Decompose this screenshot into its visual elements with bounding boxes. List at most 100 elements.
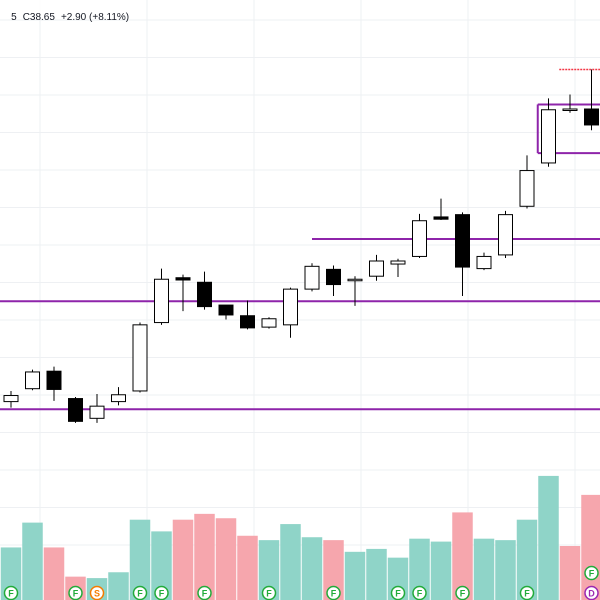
candle[interactable] <box>390 258 406 277</box>
candle[interactable] <box>240 300 255 330</box>
candle[interactable] <box>89 394 105 423</box>
volume-bar <box>323 540 344 600</box>
event-marker-label: F <box>331 589 337 599</box>
candle[interactable] <box>283 287 298 338</box>
candle[interactable] <box>476 252 492 271</box>
candle[interactable] <box>369 254 384 281</box>
volume-bar <box>452 512 473 600</box>
candle-body <box>412 220 427 257</box>
volume-bar <box>129 519 151 600</box>
candle-body <box>369 260 384 277</box>
event-marker-label: F <box>8 589 14 599</box>
candle-body <box>347 278 363 282</box>
volume-bar <box>151 531 172 600</box>
ohlc-readout: 5 C38.65 +2.90 (+8.11%) <box>0 0 136 23</box>
event-marker-label: F <box>395 589 401 599</box>
candle[interactable] <box>111 387 126 406</box>
event-marker[interactable]: F <box>326 585 341 600</box>
event-marker[interactable]: F <box>584 565 599 581</box>
candle-body <box>25 371 40 390</box>
candle[interactable] <box>584 69 599 131</box>
event-marker[interactable]: F <box>390 585 406 600</box>
volume-bar <box>473 538 495 600</box>
candle[interactable] <box>261 317 277 329</box>
volume-bar <box>516 519 538 600</box>
event-marker-label: F <box>137 589 143 599</box>
event-marker[interactable]: F <box>68 585 83 600</box>
candle[interactable] <box>347 276 363 306</box>
volume-bar <box>366 548 387 600</box>
candle[interactable] <box>562 94 578 113</box>
close-value: C38.65 <box>22 12 55 23</box>
event-marker-circle <box>584 565 599 581</box>
volume-bar <box>237 535 258 600</box>
candle-body <box>68 398 83 422</box>
candle-body <box>46 370 62 390</box>
candle[interactable] <box>3 390 19 408</box>
candle[interactable] <box>519 155 535 209</box>
candle[interactable] <box>197 271 212 310</box>
event-marker-label: F <box>266 589 272 599</box>
volume-bars <box>0 475 600 600</box>
volume-bar <box>22 522 43 600</box>
candle[interactable] <box>175 274 191 312</box>
candle[interactable] <box>132 322 148 393</box>
candle-body <box>197 281 212 308</box>
candle-body <box>519 170 535 207</box>
open-value-fragment: 5 <box>11 12 17 23</box>
candle[interactable] <box>304 263 320 292</box>
candle[interactable] <box>498 210 513 258</box>
candle-body <box>476 255 492 270</box>
event-markers[interactable]: F F S F F F F F F F F F DF <box>3 565 599 600</box>
volume-bar <box>258 540 280 600</box>
volume-bar <box>559 545 581 600</box>
event-marker[interactable]: F <box>132 585 148 600</box>
event-marker[interactable]: F <box>412 585 427 600</box>
candle[interactable] <box>218 304 234 320</box>
candle-body <box>132 324 148 392</box>
candle-body <box>283 288 298 326</box>
candle-body <box>433 216 449 220</box>
event-marker[interactable]: F <box>261 585 277 600</box>
candle[interactable] <box>46 366 62 401</box>
event-marker[interactable]: F <box>197 585 212 600</box>
candle[interactable] <box>412 213 427 258</box>
volume-bar <box>344 551 366 600</box>
volume-bar <box>215 518 237 600</box>
candle[interactable] <box>25 369 40 391</box>
candle-body <box>584 108 599 126</box>
volume-bar <box>538 475 559 600</box>
event-marker[interactable]: F <box>3 585 19 600</box>
event-marker[interactable]: D <box>584 585 599 600</box>
candle-body <box>154 278 169 324</box>
candle-body <box>304 265 320 290</box>
event-marker-label: F <box>460 589 466 599</box>
candle[interactable] <box>455 212 470 296</box>
volume-bar <box>430 541 452 600</box>
candle-body <box>3 395 19 403</box>
candle[interactable] <box>541 98 556 167</box>
event-marker[interactable]: F <box>519 585 535 600</box>
volume-bar <box>409 538 430 600</box>
candle[interactable] <box>326 265 341 296</box>
candle-body <box>541 109 556 164</box>
candle[interactable] <box>68 397 83 423</box>
candle[interactable] <box>433 198 449 220</box>
event-marker[interactable]: S <box>89 585 105 600</box>
candle-body <box>218 304 234 316</box>
candle[interactable] <box>154 268 169 325</box>
volume-bar <box>280 524 301 600</box>
event-marker[interactable]: F <box>455 585 470 600</box>
volume-bar <box>43 547 65 600</box>
candle-body <box>455 214 470 268</box>
volume-bar <box>194 513 215 600</box>
event-marker[interactable]: F <box>154 585 169 600</box>
event-marker-label: F <box>159 589 165 599</box>
candle-body <box>240 315 255 329</box>
event-marker-label: F <box>524 589 530 599</box>
candlesticks[interactable] <box>3 69 600 423</box>
event-marker-label: F <box>589 569 595 579</box>
